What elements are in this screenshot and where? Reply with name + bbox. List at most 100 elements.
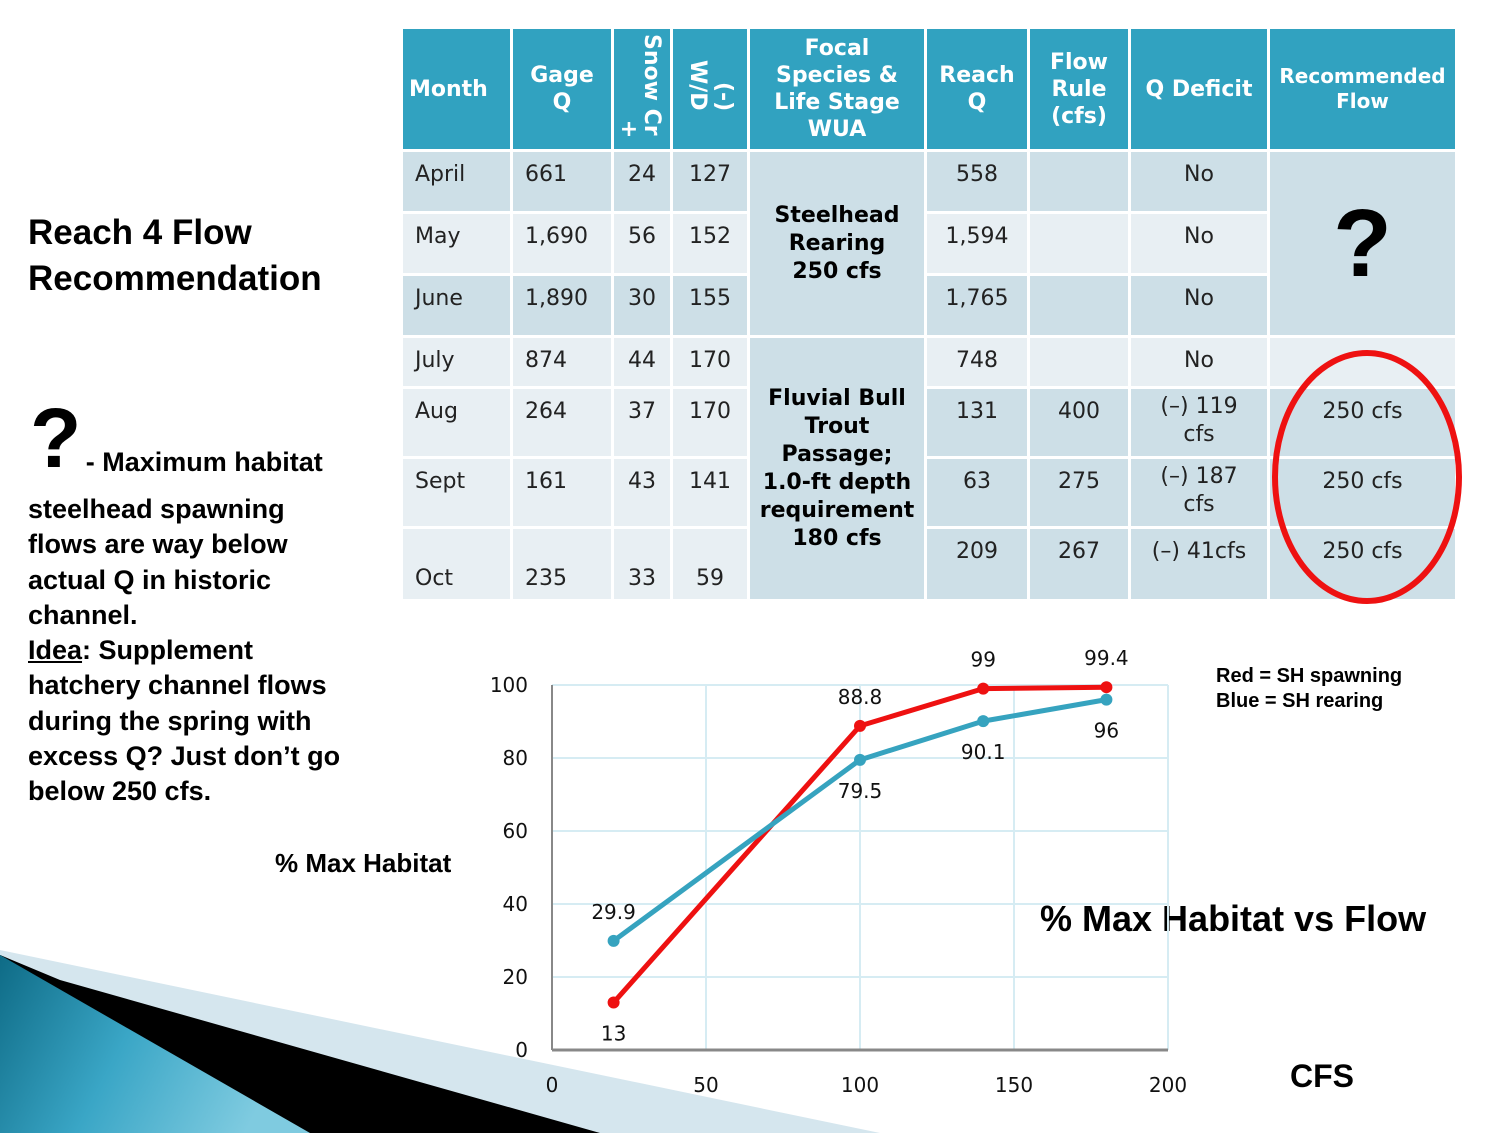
x-tick-label: 150 — [995, 1073, 1033, 1097]
header-recommended-flow: Recommended Flow — [1270, 29, 1455, 149]
cell-month: July — [403, 338, 510, 386]
body-text: steelhead spawning flows are way below a… — [28, 492, 398, 810]
cell-recommended: 250 cfs — [1270, 389, 1455, 456]
header-reach-q: Reach Q — [927, 29, 1027, 149]
data-label: 79.5 — [838, 779, 883, 803]
data-label: 13 — [601, 1022, 626, 1046]
series-line-rearing — [612, 697, 1107, 943]
cell-q-deficit: No — [1131, 152, 1267, 211]
table-row: May 1,690 56 152 1,594 No — [403, 214, 1455, 273]
idea-text: : Supplement — [82, 635, 254, 666]
cell-q-deficit: (–) 187 cfs — [1131, 459, 1267, 526]
idea-label: Idea — [28, 635, 83, 666]
data-label: 99 — [970, 648, 995, 672]
cell-reach-q: 1,765 — [927, 276, 1027, 335]
cell-gage-q: 1,690 — [513, 214, 611, 273]
cell-reach-q: 748 — [927, 338, 1027, 386]
habitat-chart: 0 20 40 60 80 100 0 50 100 150 200 13 88.8 99 99.4 29.9… — [490, 646, 1187, 1097]
slide-title: Reach 4 Flow Recommendation — [28, 210, 322, 302]
cell-gage-q: 1,890 — [513, 276, 611, 335]
body-line: channel. — [28, 599, 138, 630]
y-tick-label: 40 — [503, 892, 528, 916]
cell-snow-cr: 37 — [614, 389, 670, 456]
cell-q-deficit: No — [1131, 214, 1267, 273]
header-gage-q: Gage Q — [513, 29, 611, 149]
cell-q-deficit: (–) 41cfs — [1131, 529, 1267, 599]
cell-flow-rule: 267 — [1030, 529, 1128, 599]
data-label: 88.8 — [838, 685, 883, 709]
header-q-deficit: Q Deficit — [1131, 29, 1267, 149]
question-mark-icon: ? — [30, 391, 82, 485]
data-point — [854, 719, 866, 732]
cell-focal-steelhead: Steelhead Rearing 250 cfs — [750, 152, 924, 335]
body-line: excess Q? Just don’t go — [28, 741, 341, 772]
table-header-row: Month Gage Q +Snow Cr W/D(-) Focal Species… — [403, 29, 1455, 149]
data-point — [1100, 681, 1113, 694]
cell-focal-bull-trout: Fluvial Bull Trout Passage; 1.0-ft depth req… — [750, 338, 924, 599]
cell-month: Oct — [403, 529, 510, 599]
body-line: below 250 cfs. — [28, 776, 212, 807]
cell-snow-cr: 43 — [614, 459, 670, 526]
cell-wd: 127 — [673, 152, 747, 211]
cell-gage-q: 161 — [513, 459, 611, 526]
question-mark-icon: ? — [1333, 189, 1392, 297]
series-line-spawning — [611, 684, 1107, 1005]
data-label: 29.9 — [591, 900, 636, 924]
header-focal-species: Focal Species & Life Stage WUA — [750, 29, 924, 149]
table-row: April 661 24 127 Steelhead Rearing 250 cfs… — [403, 152, 1455, 335]
cell-snow-cr: 56 — [614, 214, 670, 273]
title-line-1: Reach 4 Flow — [28, 213, 252, 252]
data-point — [977, 682, 990, 695]
header-flow-rule: Flow Rule (cfs) — [1030, 29, 1128, 149]
cell-flow-rule — [1030, 276, 1128, 335]
cell-recommended-unknown: ? — [1270, 152, 1455, 335]
cell-reach-q: 209 — [927, 529, 1027, 599]
y-tick-label: 100 — [490, 673, 528, 697]
cell-recommended: 250 cfs — [1270, 529, 1455, 599]
cell-snow-cr: 24 — [614, 152, 670, 211]
table-row: Sept 161 43 141 63 275 (–) 187 cfs 250 c… — [403, 459, 1455, 526]
cell-snow-cr: 44 — [614, 338, 670, 386]
x-tick-label: 100 — [841, 1073, 879, 1097]
header-month: Month — [403, 29, 510, 149]
cell-q-deficit: No — [1131, 276, 1267, 335]
data-point — [1100, 693, 1113, 706]
data-label: 99.4 — [1084, 646, 1129, 670]
cell-q-deficit: No — [1131, 338, 1267, 386]
x-tick-label: 0 — [546, 1073, 559, 1097]
table-row: Aug 264 37 170 131 400 (–) 119 cfs 250 c… — [403, 389, 1455, 456]
cell-month: May — [403, 214, 510, 273]
body-line: flows are way below — [28, 529, 288, 560]
cell-month: June — [403, 276, 510, 335]
table-row: June 1,890 30 155 1,765 No — [403, 276, 1455, 335]
cell-recommended: 250 cfs — [1270, 459, 1455, 526]
table-row: Oct 235 33 59 209 267 (–) 41cfs 250 cfs — [403, 529, 1455, 599]
cell-wd: 170 — [673, 389, 747, 456]
body-line: actual Q in historic — [28, 564, 272, 595]
data-label: 96 — [1094, 719, 1119, 743]
cell-snow-cr: 30 — [614, 276, 670, 335]
cell-recommended — [1270, 338, 1455, 386]
flow-table: Month Gage Q +Snow Cr W/D(-) Focal Species… — [400, 26, 1458, 602]
x-tick-label: 200 — [1149, 1073, 1187, 1097]
body-line: during the spring with — [28, 705, 312, 736]
header-wd: W/D(-) — [673, 29, 747, 149]
idea-line: Idea: Supplement — [28, 633, 398, 668]
cell-month: Aug — [403, 389, 510, 456]
y-tick-label: 20 — [503, 965, 528, 989]
cell-wd: 152 — [673, 214, 747, 273]
cell-flow-rule: 275 — [1030, 459, 1128, 526]
swoosh-blue-band — [0, 955, 310, 1133]
cell-wd: 59 — [673, 529, 747, 599]
data-point — [977, 715, 990, 728]
cell-reach-q: 131 — [927, 389, 1027, 456]
header-snow-cr: +Snow Cr — [614, 29, 670, 149]
cell-flow-rule — [1030, 152, 1128, 211]
cell-gage-q: 661 — [513, 152, 611, 211]
data-point — [607, 934, 620, 947]
data-point — [607, 996, 620, 1009]
cell-flow-rule — [1030, 338, 1128, 386]
legend-red: Red = SH spawning — [1216, 665, 1403, 687]
cell-gage-q: 264 — [513, 389, 611, 456]
title-line-2: Recommendation — [28, 259, 322, 298]
